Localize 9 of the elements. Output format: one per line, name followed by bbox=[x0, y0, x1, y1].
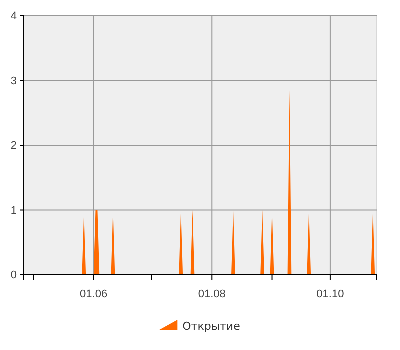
y-tick-label: 2 bbox=[10, 140, 17, 152]
x-tick-label: 01.06 bbox=[80, 288, 108, 300]
legend-label: Открытие bbox=[182, 320, 241, 333]
x-tick-label: 01.10 bbox=[316, 288, 344, 300]
y-tick-label: 4 bbox=[10, 10, 17, 23]
y-tick-label: 1 bbox=[10, 204, 17, 217]
x-tick-label: 01.08 bbox=[198, 288, 226, 300]
y-tick-label: 0 bbox=[10, 270, 17, 282]
y-tick-label: 3 bbox=[10, 75, 17, 88]
